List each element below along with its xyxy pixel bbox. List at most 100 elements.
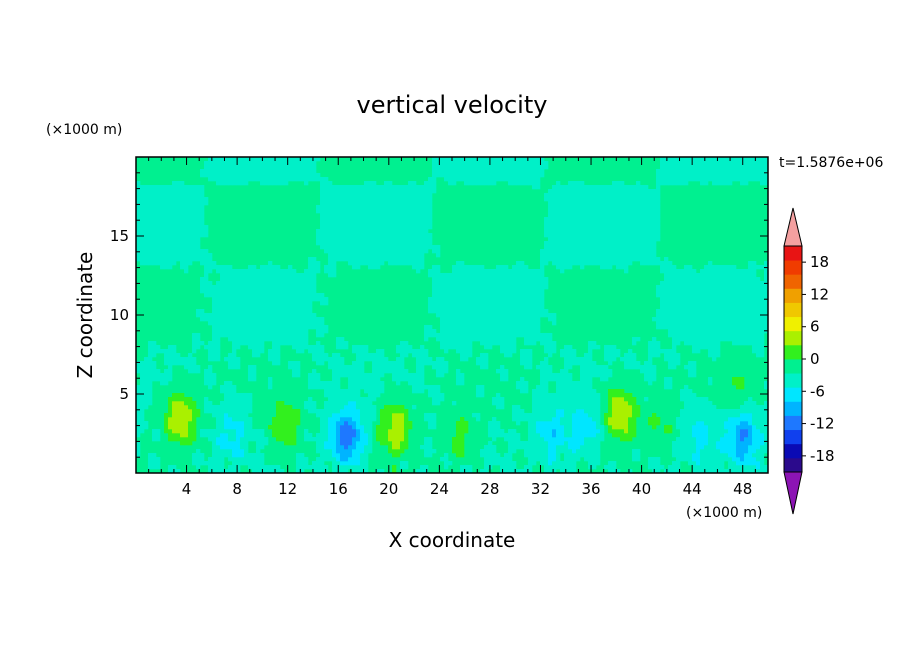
field-cell [588,237,593,242]
field-cell [492,429,497,434]
field-cell [564,397,569,402]
field-cell [472,325,477,330]
field-cell [288,165,293,170]
field-cell [496,369,501,374]
field-cell [368,353,373,358]
field-cell [600,197,605,202]
field-cell [336,397,341,402]
field-cell [396,345,401,350]
field-cell [464,161,469,166]
field-cell [368,245,373,250]
field-cell [164,349,169,354]
field-cell [588,445,593,450]
field-cell [544,161,549,166]
field-cell [352,437,357,442]
field-cell [232,329,237,334]
field-cell [336,381,341,386]
field-cell [184,217,189,222]
field-cell [264,265,269,270]
field-cell [380,229,385,234]
field-cell [148,201,153,206]
field-cell [532,329,537,334]
field-cell [584,357,589,362]
field-cell [324,225,329,230]
field-cell [384,205,389,210]
field-cell [568,389,573,394]
field-cell [436,157,441,162]
field-cell [568,185,573,190]
field-cell [448,305,453,310]
field-cell [264,297,269,302]
field-cell [320,317,325,322]
field-cell [360,381,365,386]
field-cell [168,233,173,238]
field-cell [176,237,181,242]
field-cell [232,397,237,402]
field-cell [236,169,241,174]
field-cell [312,373,317,378]
field-cell [360,209,365,214]
field-cell [400,465,405,470]
field-cell [588,353,593,358]
field-cell [396,221,401,226]
field-cell [360,225,365,230]
field-cell [444,321,449,326]
field-cell [400,365,405,370]
field-cell [476,329,481,334]
field-cell [272,349,277,354]
field-cell [204,289,209,294]
field-cell [360,369,365,374]
field-cell [160,225,165,230]
field-cell [596,437,601,442]
field-cell [364,193,369,198]
field-cell [212,333,217,338]
field-cell [232,453,237,458]
field-cell [204,293,209,298]
field-cell [508,353,513,358]
field-cell [216,433,221,438]
field-cell [500,305,505,310]
field-cell [480,293,485,298]
field-cell [300,345,305,350]
field-cell [156,437,161,442]
field-cell [276,161,281,166]
field-cell [540,157,545,162]
field-cell [160,189,165,194]
field-cell [568,249,573,254]
field-cell [380,353,385,358]
field-cell [300,157,305,162]
field-cell [564,373,569,378]
field-cell [320,413,325,418]
field-cell [400,245,405,250]
field-cell [572,225,577,230]
field-cell [316,293,321,298]
field-cell [592,257,597,262]
field-cell [428,357,433,362]
field-cell [284,301,289,306]
field-cell [512,341,517,346]
field-cell [176,357,181,362]
field-cell [236,469,241,474]
field-cell [236,157,241,162]
field-cell [308,381,313,386]
field-cell [420,389,425,394]
field-cell [544,461,549,466]
field-cell [400,461,405,466]
field-cell [144,401,149,406]
field-cell [564,249,569,254]
field-cell [512,277,517,282]
field-cell [620,189,625,194]
field-cell [312,349,317,354]
field-cell [512,337,517,342]
field-cell [256,305,261,310]
field-cell [200,185,205,190]
field-cell [304,273,309,278]
field-cell [352,441,357,446]
field-cell [380,185,385,190]
field-cell [432,389,437,394]
field-cell [552,241,557,246]
field-cell [556,233,561,238]
field-cell [288,417,293,422]
field-cell [380,261,385,266]
field-cell [616,433,621,438]
